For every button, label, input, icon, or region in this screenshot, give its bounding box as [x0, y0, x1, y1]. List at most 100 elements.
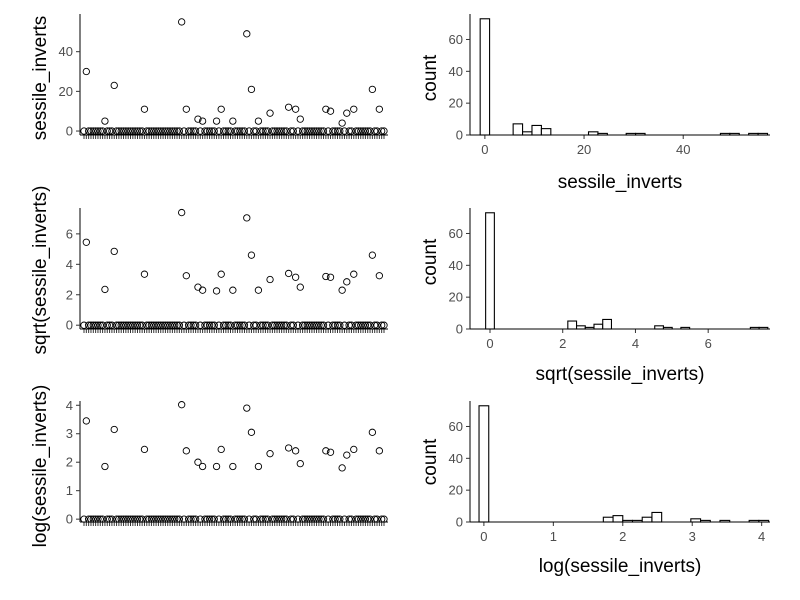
y-axis-title: count	[420, 54, 441, 101]
y-tick-label: 20	[449, 96, 463, 111]
x-tick-label: 6	[705, 336, 712, 351]
data-point	[296, 283, 304, 291]
x-tick-label: 2	[559, 336, 566, 351]
data-point	[294, 127, 302, 135]
data-point	[312, 127, 321, 135]
data-point	[296, 459, 304, 468]
y-tick-label: 2	[66, 455, 73, 470]
data-point	[150, 127, 158, 135]
data-point	[222, 321, 230, 329]
x-tick-label: 40	[676, 142, 690, 157]
data-point	[305, 127, 314, 135]
data-point	[119, 321, 128, 329]
data-point	[359, 127, 367, 135]
data-point	[254, 117, 263, 125]
data-point	[287, 127, 295, 135]
data-point	[126, 321, 135, 329]
data-point	[157, 321, 165, 329]
data-point	[278, 321, 286, 329]
y-tick-label: 6	[66, 226, 73, 241]
data-point	[147, 127, 156, 135]
y-tick-label: 60	[449, 32, 463, 47]
data-point	[361, 321, 370, 329]
data-point	[182, 105, 190, 113]
data-point	[219, 321, 228, 329]
data-point	[233, 127, 242, 135]
data-point	[273, 321, 281, 329]
data-point	[271, 321, 279, 329]
data-point	[210, 321, 218, 329]
y-axis-title: sqrt(sessile_inverts)	[30, 186, 51, 355]
data-point	[159, 127, 167, 135]
data-point	[266, 109, 274, 117]
data-point	[96, 321, 104, 329]
data-point	[164, 127, 172, 135]
data-point	[247, 428, 256, 436]
data-point	[108, 127, 116, 135]
y-tick-label: 4	[66, 398, 73, 413]
data-point	[236, 127, 244, 135]
data-point	[343, 278, 351, 286]
data-point	[333, 321, 342, 329]
data-point	[198, 462, 207, 471]
data-point	[368, 428, 377, 436]
data-point	[145, 321, 153, 329]
histogram-bar	[651, 511, 663, 523]
data-point	[301, 321, 309, 329]
data-point	[91, 321, 100, 329]
data-point	[136, 127, 144, 135]
data-point	[252, 127, 260, 135]
data-point	[350, 270, 358, 278]
data-point	[338, 119, 346, 127]
data-point	[294, 321, 302, 329]
histogram-bar	[567, 320, 578, 330]
data-point	[310, 321, 318, 329]
data-point	[347, 321, 356, 329]
data-point	[243, 404, 251, 412]
data-point	[243, 214, 251, 222]
data-point	[285, 103, 293, 111]
data-point	[161, 321, 170, 329]
data-point	[243, 30, 251, 38]
data-point	[308, 127, 316, 135]
data-point	[301, 127, 309, 135]
data-point	[261, 321, 270, 329]
data-point	[150, 321, 158, 329]
data-point	[178, 18, 186, 26]
x-axis-title: log(sessile_inverts)	[539, 556, 702, 577]
histogram-bar	[602, 318, 613, 330]
scatter-panel-raw: 0 20 40 sessile_inverts	[30, 14, 388, 140]
data-point	[105, 321, 114, 329]
scatter-panel-log: 0 1 2 3 4 log(sessile_inverts)	[30, 385, 388, 548]
y-axis-title: log(sessile_inverts)	[30, 385, 51, 548]
data-point	[217, 270, 225, 278]
y-tick-label: 1	[66, 483, 73, 498]
data-point	[357, 127, 365, 135]
data-point	[352, 127, 360, 135]
x-tick-label: 20	[577, 142, 591, 157]
data-point	[178, 401, 186, 409]
data-point	[375, 105, 383, 113]
x-tick-label: 0	[486, 336, 493, 351]
data-point	[91, 127, 100, 135]
y-tick-label: 40	[59, 44, 73, 59]
data-point	[336, 321, 344, 329]
histogram-bar	[478, 405, 490, 523]
data-point	[154, 321, 163, 329]
x-axis-title: sqrt(sessile_inverts)	[536, 364, 705, 385]
data-point	[378, 127, 386, 135]
y-tick-label: 0	[66, 124, 73, 139]
data-point	[175, 127, 183, 135]
data-point	[305, 321, 314, 329]
data-point	[215, 321, 223, 329]
data-point	[247, 85, 256, 94]
data-point	[87, 127, 95, 135]
data-point	[373, 127, 381, 135]
histogram-bar	[612, 515, 624, 523]
x-tick-label: 2	[619, 529, 626, 544]
data-point	[229, 117, 237, 125]
data-point	[103, 127, 111, 135]
data-point	[289, 127, 297, 135]
